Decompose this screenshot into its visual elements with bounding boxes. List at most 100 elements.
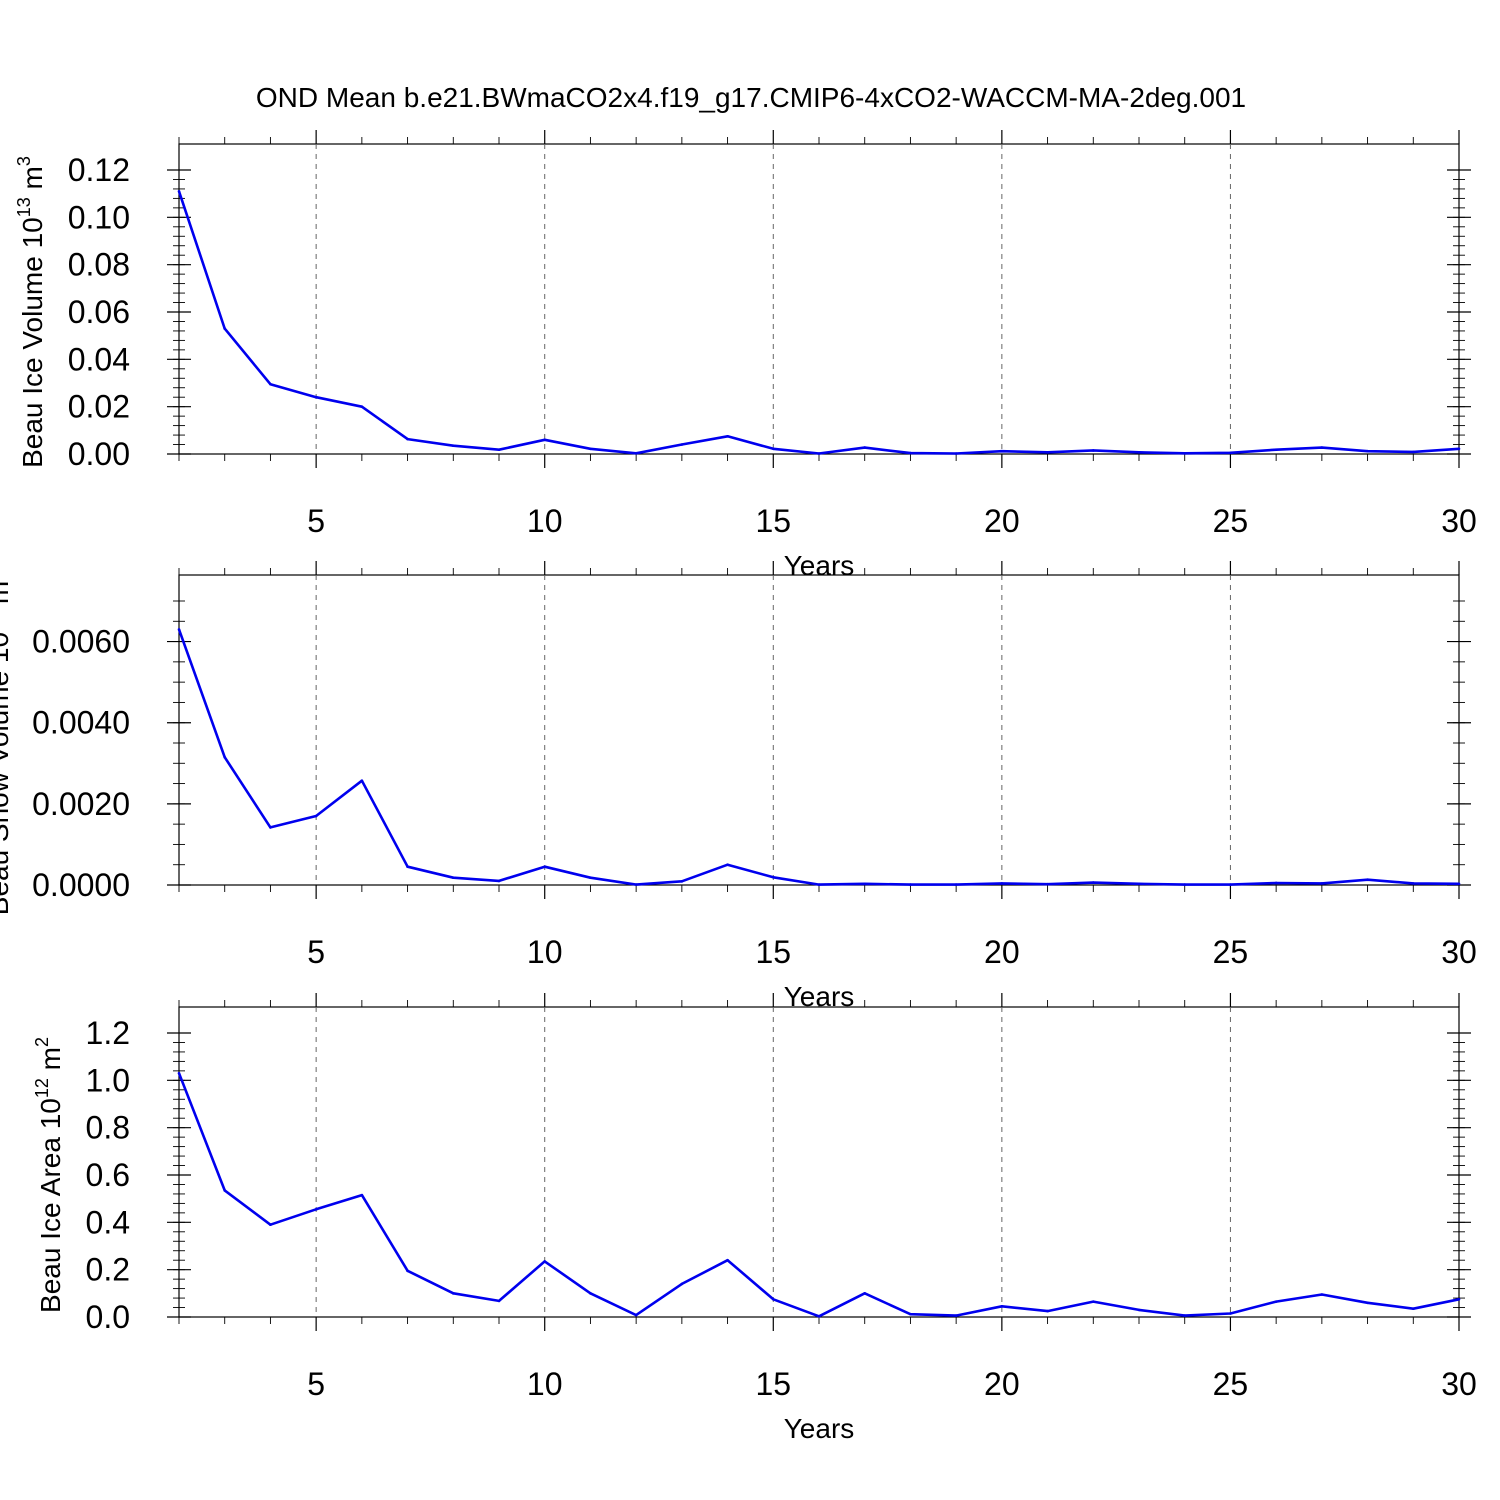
y-tick-label: 0.8 xyxy=(86,1110,130,1146)
y-axis-label-exponent: 13 xyxy=(14,197,34,217)
data-point xyxy=(1046,882,1049,886)
data-point xyxy=(406,865,409,869)
data-point xyxy=(1320,1293,1324,1296)
y-axis-label-unit: m xyxy=(0,581,14,612)
data-point xyxy=(817,1314,821,1318)
data-point xyxy=(543,438,547,442)
x-tick-label: 10 xyxy=(527,934,563,970)
chart-title: OND Mean b.e21.BWmaCO2x4.f19_g17.CMIP6-4… xyxy=(256,82,1246,113)
data-point xyxy=(177,190,181,193)
data-point xyxy=(1411,450,1415,454)
y-tick-label: 0.12 xyxy=(68,152,130,188)
data-point xyxy=(543,865,547,869)
data-point xyxy=(1366,1301,1369,1305)
data-point xyxy=(1229,1312,1232,1315)
data-point xyxy=(497,448,501,452)
x-tick-label: 20 xyxy=(984,1366,1020,1402)
x-grid xyxy=(315,1007,1231,1317)
y-axis-label-unit-exponent: 3 xyxy=(14,156,34,166)
x-tick-labels: 5 10 15 20 25 30 xyxy=(307,934,1477,970)
data-point xyxy=(1183,883,1187,886)
x-grid xyxy=(315,144,1231,454)
x-tick-label: 30 xyxy=(1441,1366,1477,1402)
y-tick-label: 0.0 xyxy=(86,1299,130,1335)
y-axis-label-unit: m xyxy=(17,166,48,197)
y-tick-label: 0.6 xyxy=(86,1157,130,1193)
y-axis-label-exponent: 12 xyxy=(32,1078,52,1098)
y-tick-label: 0.06 xyxy=(68,294,130,330)
data-point xyxy=(589,1292,592,1295)
data-point xyxy=(863,1292,867,1295)
data-point xyxy=(177,628,181,631)
y-axis-label: Beau Ice Volume 1013 m3 xyxy=(14,156,48,468)
data-point xyxy=(360,779,364,783)
x-tick-label: 30 xyxy=(1441,934,1477,970)
data-point xyxy=(269,382,272,386)
y-tick-label: 0.0000 xyxy=(32,867,130,903)
data-point xyxy=(817,452,821,455)
y-tick-label: 0.0020 xyxy=(32,786,130,822)
y-axis-label-unit-exponent: 2 xyxy=(32,1037,52,1047)
data-point xyxy=(1137,882,1141,886)
y-tick-label: 0.2 xyxy=(86,1252,130,1288)
data-point xyxy=(817,883,821,886)
y-axis-label-unit: m xyxy=(35,1047,66,1078)
data-point xyxy=(1320,446,1324,449)
data-point xyxy=(726,863,729,867)
data-point xyxy=(589,447,592,451)
data-point xyxy=(680,880,684,883)
x-tick-label: 20 xyxy=(984,934,1020,970)
data-point xyxy=(909,451,912,455)
data-point xyxy=(1366,449,1369,453)
data-point xyxy=(726,434,729,438)
data-point xyxy=(1411,882,1415,885)
data-point xyxy=(451,876,455,879)
y-tick-labels: 0.00 0.02 0.04 0.06 0.08 0.10 0.12 xyxy=(68,152,130,472)
x-tick-labels: 5 10 15 20 25 30 xyxy=(307,503,1477,539)
x-tick-label: 10 xyxy=(527,1366,563,1402)
data-point xyxy=(909,883,912,886)
y-tick-label: 1.0 xyxy=(86,1062,130,1098)
y-tick-label: 1.2 xyxy=(86,1015,130,1051)
data-point xyxy=(771,1297,775,1301)
x-tick-label: 10 xyxy=(527,503,563,539)
data-point xyxy=(451,444,455,448)
data-point xyxy=(269,826,272,829)
y-axis-label: Beau Ice Area 1012 m2 xyxy=(32,1037,66,1313)
y-axis-label-main: Beau Ice Area 10 xyxy=(35,1098,66,1313)
data-point xyxy=(1000,882,1004,885)
y-axis-label-main: Beau Ice Volume 10 xyxy=(17,217,48,468)
data-point xyxy=(1091,449,1095,452)
data-point xyxy=(1229,451,1232,455)
data-point xyxy=(954,883,958,886)
data-point xyxy=(314,395,318,399)
data-point xyxy=(1366,878,1369,882)
panel-ice-area: 0.00.20.40.60.81.01.2 5 10 15 20 25 30 Years … xyxy=(32,993,1477,1444)
data-point xyxy=(1046,1309,1049,1313)
data-point xyxy=(1091,1300,1095,1303)
data-point xyxy=(497,879,501,883)
data-point xyxy=(954,1314,958,1317)
data-point xyxy=(223,755,227,759)
data-point xyxy=(1274,448,1278,452)
data-point xyxy=(177,1071,181,1075)
y-tick-label: 0.02 xyxy=(68,389,130,425)
data-point xyxy=(589,876,592,879)
y-tick-labels: 0.0000 0.0020 0.0040 0.0060 xyxy=(32,624,130,903)
x-tick-label: 30 xyxy=(1441,503,1477,539)
y-tick-label: 0.08 xyxy=(68,247,130,283)
data-point xyxy=(223,1189,227,1192)
data-point xyxy=(634,451,638,455)
data-point xyxy=(451,1292,455,1295)
data-point xyxy=(909,1312,912,1316)
data-point xyxy=(314,814,318,818)
y-tick-labels: 0.0 0.2 0.4 0.6 0.8 1.0 1.2 xyxy=(86,1015,130,1335)
tick-marks xyxy=(167,130,1471,468)
y-tick-label: 0.0060 xyxy=(32,624,130,660)
data-point xyxy=(406,1269,409,1273)
data-point xyxy=(680,1282,684,1286)
x-tick-labels: 5 10 15 20 25 30 xyxy=(307,1366,1477,1402)
data-point xyxy=(360,405,364,408)
x-tick-label: 25 xyxy=(1213,1366,1249,1402)
x-tick-label: 20 xyxy=(984,503,1020,539)
